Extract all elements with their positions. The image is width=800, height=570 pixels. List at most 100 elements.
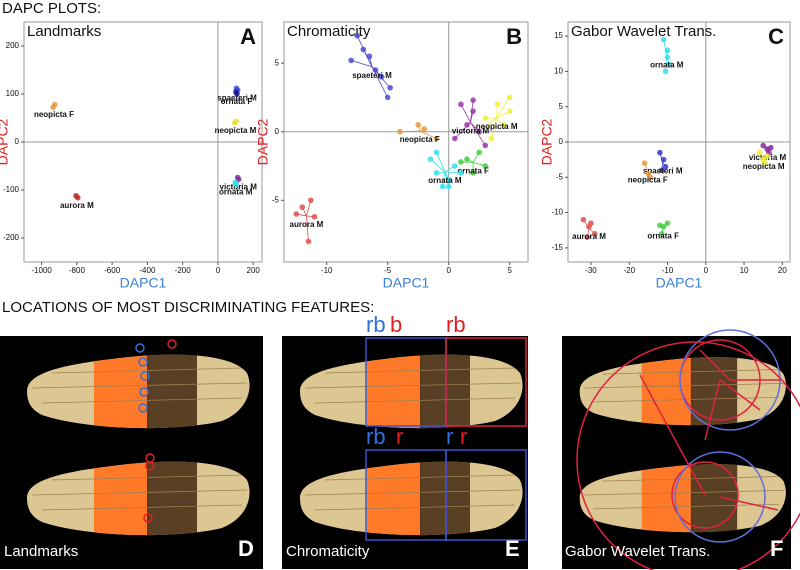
point bbox=[494, 101, 501, 108]
point bbox=[52, 101, 58, 108]
point bbox=[664, 220, 671, 226]
point bbox=[658, 167, 665, 174]
group-label: aurora M bbox=[572, 232, 606, 241]
y-tick-label: -5 bbox=[272, 195, 280, 204]
point bbox=[768, 144, 774, 151]
point bbox=[666, 61, 673, 68]
point bbox=[482, 115, 489, 121]
group-label: victoria M bbox=[452, 126, 490, 135]
panel-title: Gabor Wavelet Trans. bbox=[571, 23, 716, 40]
point bbox=[660, 156, 667, 163]
point bbox=[470, 108, 476, 114]
x-tick-label: -10 bbox=[321, 266, 333, 275]
x-tick-label: 200 bbox=[247, 266, 261, 275]
point bbox=[293, 211, 300, 217]
point bbox=[647, 174, 654, 181]
point bbox=[397, 128, 403, 135]
y-tick-label: 5 bbox=[275, 58, 280, 67]
group-label: neopicta F bbox=[34, 110, 74, 119]
y-tick-label: -100 bbox=[3, 185, 20, 194]
regions bbox=[365, 337, 527, 541]
point bbox=[660, 36, 667, 43]
link bbox=[350, 60, 373, 68]
panel-letter: E bbox=[505, 536, 520, 561]
panel-label: Gabor Wavelet Trans. bbox=[565, 543, 710, 560]
x-tick-label: -800 bbox=[69, 266, 86, 275]
link bbox=[460, 104, 471, 123]
panel-label: Chromaticity bbox=[286, 543, 370, 560]
panel-letter: A bbox=[240, 24, 256, 49]
point bbox=[74, 194, 81, 201]
y-axis-label: DAPC2 bbox=[539, 118, 555, 165]
y-tick-label: 10 bbox=[554, 67, 563, 76]
region-mark: r bbox=[446, 424, 453, 449]
plot-frame bbox=[283, 21, 529, 263]
group-label: neopicta M bbox=[743, 162, 785, 171]
panel-title: Landmarks bbox=[27, 23, 101, 40]
panel-letter: D bbox=[238, 536, 254, 561]
y-tick-label: 5 bbox=[559, 102, 564, 111]
point bbox=[348, 57, 354, 64]
x-tick-label: 0 bbox=[216, 266, 221, 275]
x-tick-label: -20 bbox=[623, 266, 635, 275]
y-tick-label: -5 bbox=[556, 172, 564, 181]
point bbox=[433, 170, 440, 176]
wavelets bbox=[576, 329, 800, 570]
group-label: ornata M bbox=[428, 176, 462, 185]
x-tick-label: -400 bbox=[139, 266, 156, 275]
region-mark: r bbox=[460, 424, 467, 449]
x-tick-label: -1000 bbox=[31, 266, 52, 275]
point bbox=[452, 135, 458, 142]
point bbox=[662, 68, 669, 75]
panel-letter: F bbox=[770, 536, 783, 561]
point bbox=[584, 234, 590, 241]
group-label: aurora M bbox=[290, 220, 324, 229]
link bbox=[430, 158, 446, 173]
point bbox=[458, 159, 464, 165]
region-mark: rb bbox=[366, 312, 386, 337]
point bbox=[445, 176, 452, 183]
point bbox=[458, 101, 464, 108]
panel-title: Chromaticity bbox=[287, 23, 371, 40]
group-label: neopicta M bbox=[215, 126, 257, 135]
x-tick-label: -5 bbox=[384, 266, 392, 275]
point bbox=[488, 135, 495, 142]
link bbox=[491, 117, 498, 139]
group-label: ornata M bbox=[219, 187, 253, 196]
group-label: spaeteri M bbox=[643, 166, 683, 175]
link bbox=[663, 39, 668, 57]
point bbox=[662, 163, 669, 170]
point bbox=[464, 156, 470, 162]
panel-letter: C bbox=[768, 24, 784, 49]
region-mark: rb bbox=[446, 312, 466, 337]
group-label: ornata F bbox=[647, 231, 679, 240]
link bbox=[496, 97, 511, 119]
x-tick-label: 10 bbox=[740, 266, 749, 275]
point bbox=[756, 149, 763, 156]
x-axis-label: DAPC1 bbox=[656, 275, 703, 291]
region-mark: b bbox=[390, 312, 402, 337]
point bbox=[506, 108, 513, 114]
x-tick-label: 0 bbox=[704, 266, 709, 275]
y-tick-label: 0 bbox=[275, 127, 280, 136]
point bbox=[233, 118, 240, 125]
point bbox=[762, 160, 768, 166]
y-tick-label: 100 bbox=[6, 89, 20, 98]
y-tick-label: 0 bbox=[15, 137, 20, 146]
group-label: aurora M bbox=[60, 201, 94, 210]
group-label: neopicta M bbox=[476, 122, 518, 131]
region-mark: rb bbox=[366, 424, 386, 449]
link bbox=[399, 130, 420, 133]
point bbox=[378, 74, 385, 80]
point bbox=[500, 122, 507, 128]
x-tick-label: 0 bbox=[446, 266, 451, 275]
panel-label: Landmarks bbox=[4, 543, 78, 560]
point bbox=[476, 149, 483, 156]
point bbox=[415, 122, 422, 128]
point bbox=[764, 153, 770, 159]
point bbox=[433, 135, 440, 142]
point bbox=[299, 204, 306, 210]
group-label: spaeteri M bbox=[217, 93, 257, 102]
point bbox=[233, 181, 240, 188]
